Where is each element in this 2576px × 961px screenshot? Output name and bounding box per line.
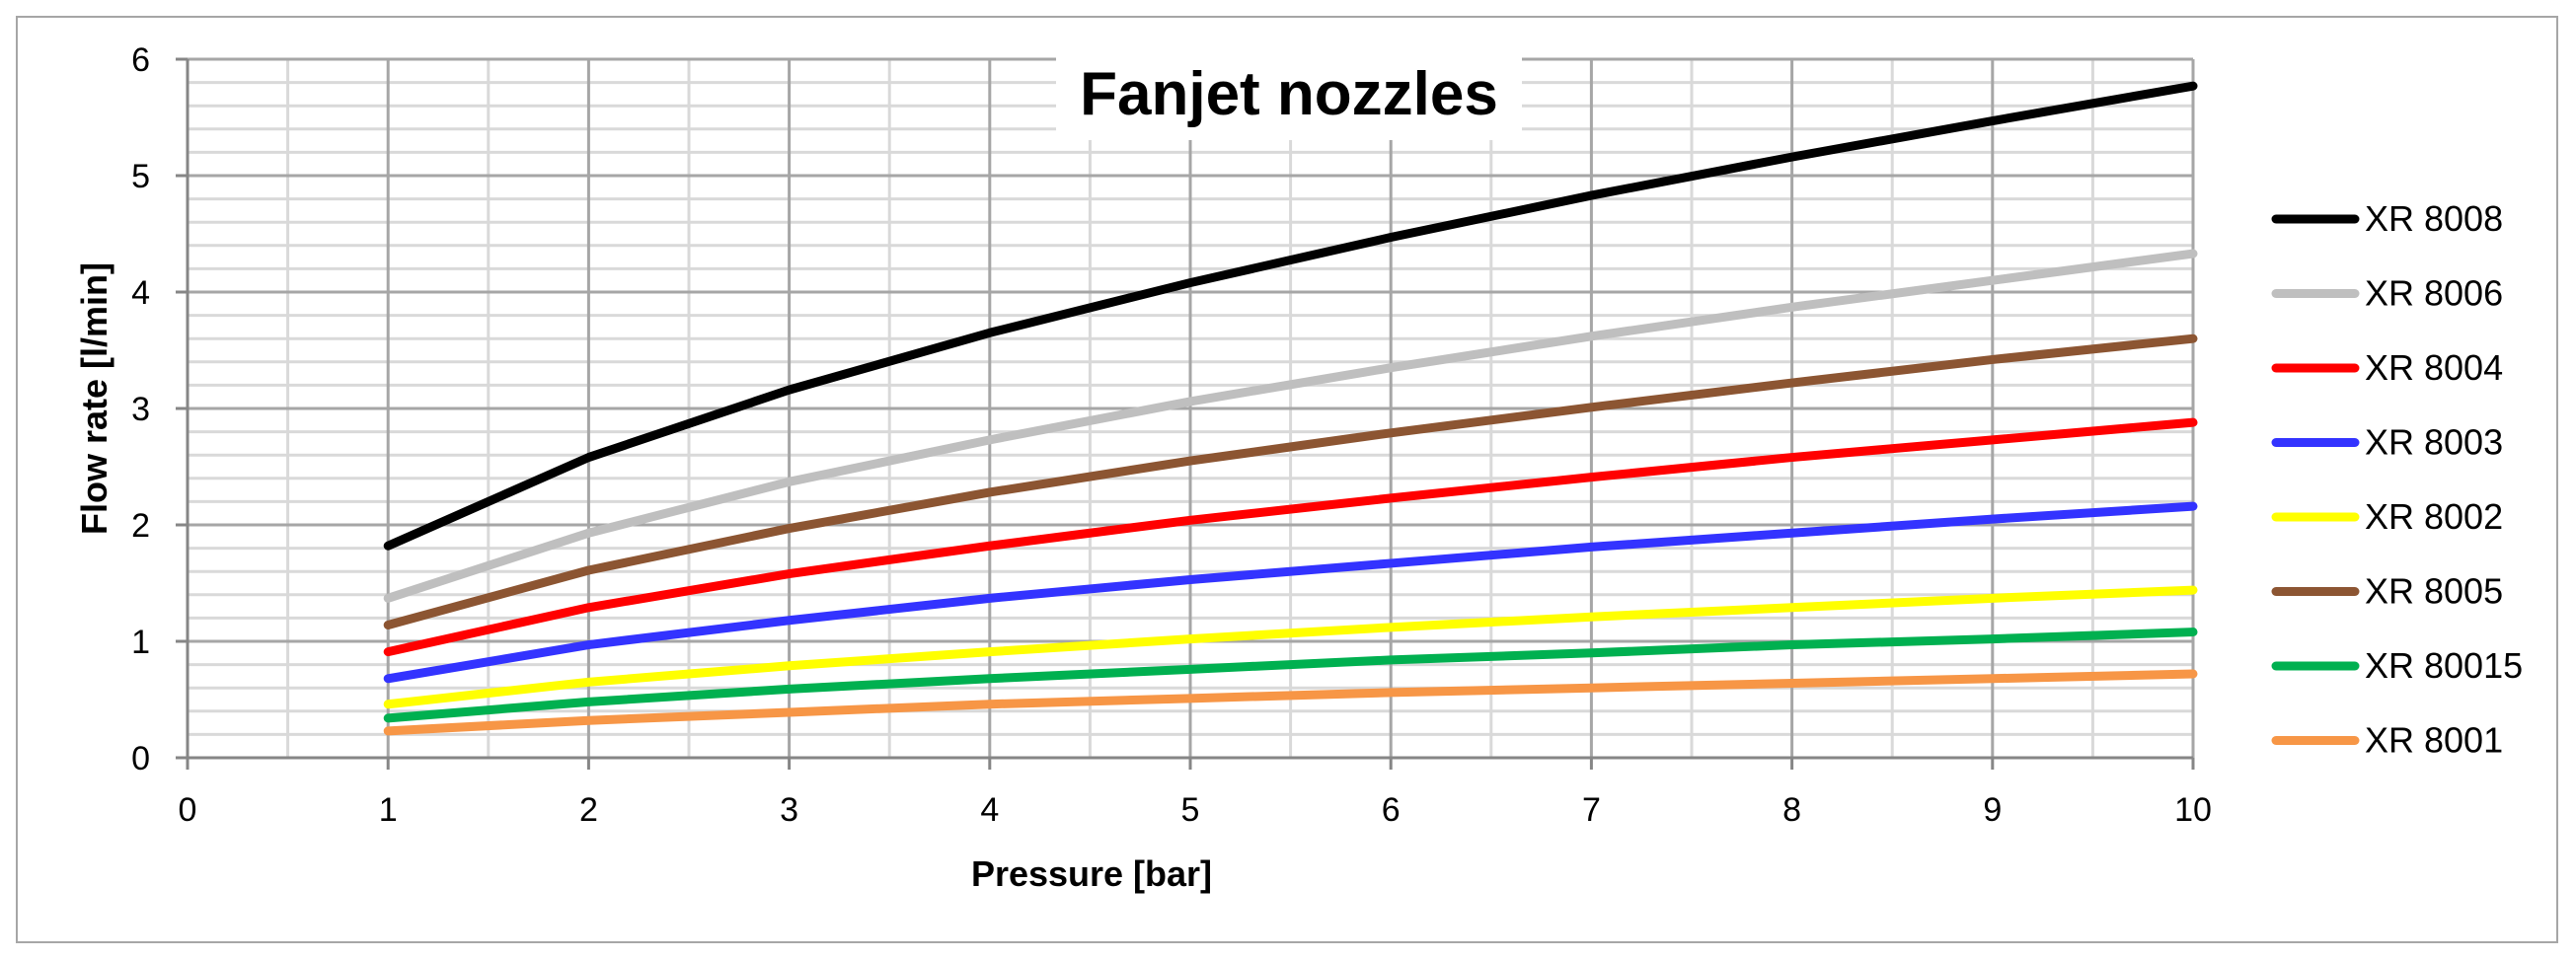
- x-tick-label: 4: [980, 791, 999, 829]
- legend-label-xr-8001: XR 8001: [2365, 720, 2503, 761]
- x-tick-label: 0: [179, 791, 197, 829]
- x-tick-label: 1: [379, 791, 398, 829]
- y-tick-label: 6: [131, 41, 150, 79]
- y-tick-label: 2: [131, 507, 150, 545]
- y-tick-label: 1: [131, 624, 150, 661]
- y-tick-label: 4: [131, 274, 150, 312]
- series-line-xr-8005: [383, 333, 2198, 629]
- x-tick-label: 8: [1782, 791, 1801, 829]
- legend-label-xr-8005: XR 8005: [2365, 571, 2503, 612]
- series-line-xr-80015: [383, 628, 2198, 723]
- title-group: Fanjet nozzles: [1056, 55, 1522, 140]
- series-line-xr-8002: [383, 585, 2198, 709]
- x-tick-label: 2: [579, 791, 598, 829]
- x-tick-label: 10: [2174, 791, 2212, 829]
- chart-title-background: [1056, 55, 1522, 140]
- legend-label-xr-8006: XR 8006: [2365, 273, 2503, 314]
- x-tick-label: 6: [1382, 791, 1401, 829]
- x-tick-label: 9: [1983, 791, 2002, 829]
- legend-label-xr-8003: XR 8003: [2365, 422, 2503, 463]
- grid: [186, 57, 2195, 760]
- chart-title: Fanjet nozzles: [1080, 60, 1498, 128]
- x-tick-label: 7: [1582, 791, 1601, 829]
- legend-label-xr-8008: XR 8008: [2365, 198, 2503, 239]
- series-line-xr-8006: [383, 249, 2198, 603]
- series-line-xr-8008: [383, 81, 2198, 551]
- series-lines: [383, 81, 2198, 736]
- series-line-xr-8004: [383, 417, 2198, 657]
- x-tick-label: 5: [1181, 791, 1200, 829]
- y-axis-title: Flow rate [l/min]: [74, 262, 114, 535]
- legend-label-xr-80015: XR 80015: [2365, 645, 2523, 686]
- legend: XR 8008 XR 8006 XR 8004 XR 8003 XR 8002 XR 80…: [2271, 198, 2523, 761]
- y-tick-label: 5: [131, 158, 150, 195]
- x-tick-label: 3: [780, 791, 798, 829]
- legend-label-xr-8004: XR 8004: [2365, 347, 2503, 388]
- y-tick-label: 3: [131, 391, 150, 428]
- series-line-xr-8003: [383, 501, 2198, 684]
- series-line-xr-8001: [383, 669, 2198, 736]
- y-tick-label: 0: [131, 740, 150, 777]
- axes: 0 1 2 3 4 5 6 7 8 9 10 0 1 2 3 4 5 6: [131, 41, 2212, 829]
- x-axis-title: Pressure [bar]: [971, 853, 1212, 894]
- legend-label-xr-8002: XR 8002: [2365, 496, 2503, 537]
